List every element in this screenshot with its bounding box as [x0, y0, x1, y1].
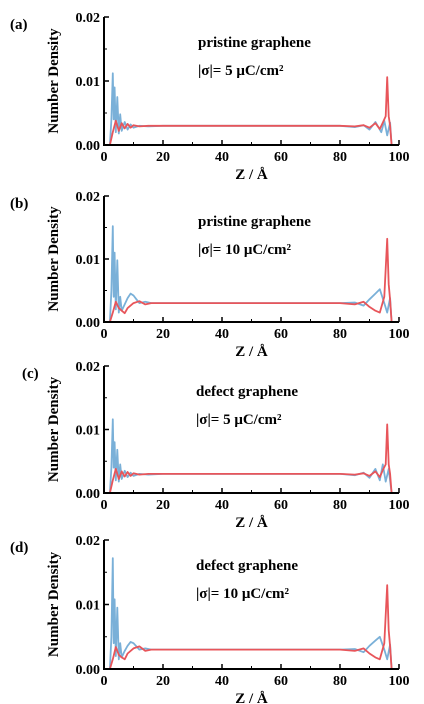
annotation-charge-density: |σ|= 5 μC/cm² [196, 412, 282, 428]
y-axis-title: Number Density [46, 376, 62, 482]
chart-panel-c: 0 20 40 60 80 100 0.00 0.01 0.02 Z / Å Number Dens… [22, 360, 410, 531]
y-axis-title: Number Density [46, 28, 62, 134]
x-axis-title: Z / Å [235, 515, 268, 531]
y-tick-label: 0.00 [76, 663, 101, 678]
y-tick-label: 0.02 [76, 190, 101, 205]
series-line-blue [109, 557, 393, 670]
series-line-blue [109, 418, 393, 494]
annotation-graphene-type: pristine graphene [198, 35, 311, 51]
x-tick-label: 80 [333, 150, 347, 165]
x-tick-label: 60 [274, 150, 288, 165]
x-tick-label: 80 [333, 498, 347, 513]
annotation-graphene-type: defect graphene [196, 384, 298, 400]
x-tick-label: 60 [274, 674, 288, 689]
x-tick-label: 100 [389, 150, 410, 165]
x-tick-label: 60 [274, 498, 288, 513]
x-tick-label: 40 [215, 674, 229, 689]
chart-panel-d: 0 20 40 60 80 100 0.00 0.01 0.02 Z / Å Number Dens… [10, 534, 410, 704]
chart-panel-b: 0 20 40 60 80 100 0.00 0.01 0.02 Z / Å Number Dens… [10, 190, 410, 360]
y-tick-label: 0.01 [76, 253, 101, 268]
x-axis-title: Z / Å [235, 167, 268, 183]
annotation-charge-density: |σ|= 10 μC/cm² [196, 586, 289, 602]
y-tick-label: 0.01 [76, 599, 101, 614]
x-tick-label: 40 [215, 150, 229, 165]
x-tick-label: 40 [215, 327, 229, 342]
x-tick-label: 0 [101, 674, 108, 689]
y-tick-label: 0.02 [76, 11, 101, 26]
annotation-graphene-type: pristine graphene [198, 214, 311, 230]
series-line-red [109, 237, 393, 323]
x-tick-label: 20 [156, 498, 170, 513]
x-tick-label: 20 [156, 150, 170, 165]
x-tick-label: 60 [274, 327, 288, 342]
y-axis-title: Number Density [46, 206, 62, 312]
x-tick-label: 100 [389, 327, 410, 342]
panel-label: (b) [10, 196, 28, 212]
chart-panel-a: 0 20 40 60 80 100 0.00 0.01 0.02 Z / Å Number Dens… [10, 11, 410, 183]
y-tick-label: 0.01 [76, 75, 101, 90]
panel-label: (a) [10, 17, 28, 33]
y-tick-label: 0.02 [76, 360, 101, 375]
x-tick-label: 0 [101, 327, 108, 342]
panel-label: (c) [22, 366, 39, 382]
x-tick-label: 0 [101, 150, 108, 165]
series-line-red [109, 76, 393, 146]
annotation-charge-density: |σ|= 10 μC/cm² [198, 242, 291, 258]
x-tick-label: 80 [333, 327, 347, 342]
y-axis-title: Number Density [46, 551, 62, 657]
x-tick-label: 20 [156, 674, 170, 689]
x-tick-label: 100 [389, 674, 410, 689]
series-line-blue [109, 225, 393, 323]
x-tick-label: 0 [101, 498, 108, 513]
y-tick-label: 0.00 [76, 316, 101, 331]
annotation-graphene-type: defect graphene [196, 558, 298, 574]
x-tick-label: 40 [215, 498, 229, 513]
y-tick-label: 0.01 [76, 424, 101, 439]
x-tick-label: 100 [389, 498, 410, 513]
x-tick-label: 20 [156, 327, 170, 342]
y-tick-label: 0.00 [76, 487, 101, 502]
x-axis-title: Z / Å [235, 691, 268, 704]
y-tick-label: 0.00 [76, 139, 101, 154]
series-line-red [109, 423, 393, 494]
series-line-red [109, 584, 393, 670]
series-line-blue [109, 72, 393, 146]
annotation-charge-density: |σ|= 5 μC/cm² [198, 63, 284, 79]
x-axis-title: Z / Å [235, 344, 268, 360]
y-tick-label: 0.02 [76, 534, 101, 549]
panel-label: (d) [10, 540, 28, 556]
x-tick-label: 80 [333, 674, 347, 689]
